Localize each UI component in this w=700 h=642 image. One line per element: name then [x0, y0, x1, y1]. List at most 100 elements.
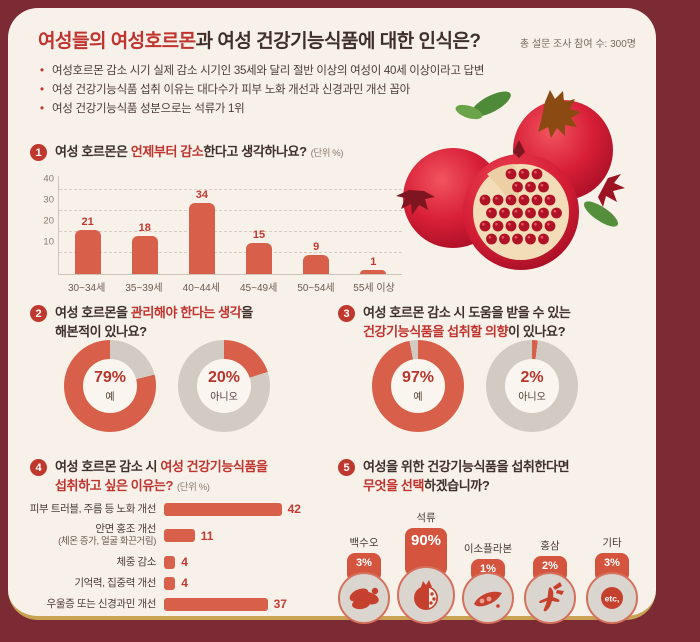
donut-chart: 97% 예 — [372, 340, 464, 432]
bar — [303, 255, 330, 274]
pictogram-circle — [338, 572, 390, 624]
summary-bullet: 여성 건강기능식품 섭취 이유는 대다수가 피부 노화 개선과 신경과민 개선 … — [40, 81, 484, 100]
question-5-badge: 5 — [338, 459, 355, 476]
hbar-sublabel: (체온 증가, 얼굴 화끈거림) — [58, 536, 156, 547]
donut-chart: 20% 아니오 — [178, 340, 270, 432]
donut-label: 아니오 — [518, 392, 546, 403]
hbar — [164, 502, 282, 516]
baeksuo-root-icon — [349, 587, 379, 610]
summary-bullets: 여성호르몬 감소 시기 실제 감소 시기인 35세와 달리 절반 이상의 여성이… — [40, 62, 484, 119]
donut-chart: 79% 예 — [64, 340, 156, 432]
y-axis-tick: 30 — [43, 194, 54, 206]
pictogram-label: 홍삼 — [540, 540, 560, 552]
survey-participants: 총 설문 조사 참여 수: 300명 — [519, 39, 636, 50]
red-ginseng-icon — [539, 582, 564, 612]
hbar-row: 피부 트러블, 주름 등 노화 개선 42 — [24, 502, 324, 516]
hbar-label: 안면 홍조 개선 (체온 증가, 얼굴 화끈거림) — [58, 523, 156, 547]
age-bar-chart-categories: 30~34세 35~39세 40~44세 45~49세 50~54세 55세 이상 — [58, 279, 402, 294]
page-title-rest: 과 여성 건강기능식품에 대한 인식은? — [195, 31, 481, 52]
bars: 21 18 34 15 9 1 — [59, 189, 402, 274]
question-4-badge: 4 — [30, 459, 47, 476]
pomegranate-icon — [414, 580, 438, 610]
pictogram-circle: etc, — [586, 572, 638, 624]
hbar — [164, 597, 268, 611]
question-2: 2 여성 호르몬을 관리해야 한다는 생각을 해본적이 있나요? — [30, 304, 253, 342]
hbar-label: 피부 트러블, 주름 등 노화 개선 — [29, 503, 157, 515]
etc-icon: etc, — [601, 587, 623, 609]
bar-item: 15 — [239, 228, 279, 274]
gridline — [59, 189, 402, 190]
q2-donut-charts: 79% 예 20% 아니오 — [64, 340, 270, 432]
supplement-pictogram: 백수오 3% 석류 90% 이소플라본 1% 홍삼 2% 기타 3% etc, — [336, 500, 640, 624]
summary-bullet: 여성 건강기능식품 성분으로는 석류가 1위 — [40, 100, 484, 119]
gridline — [59, 231, 402, 232]
hbar-label: 우울증 또는 신경과민 개선 — [46, 598, 157, 610]
question-3: 3 여성 호르몬 감소 시 도움을 받을 수 있는 건강기능식품을 섭취할 의향… — [338, 304, 571, 342]
bar-value: 34 — [195, 188, 209, 201]
question-2-badge: 2 — [30, 305, 47, 322]
y-axis-tick: 10 — [43, 236, 54, 248]
question-2-text: 여성 호르몬을 관리해야 한다는 생각을 해본적이 있나요? — [55, 305, 253, 339]
reasons-hbar-chart: 피부 트러블, 주름 등 노화 개선 42 안면 홍조 개선 (체온 증가, 얼굴 화… — [24, 502, 324, 618]
pictogram-circle — [397, 566, 455, 624]
page-title: 여성들의 여성호르몬과 여성 건강기능식품에 대한 인식은? — [38, 26, 481, 53]
bar — [188, 202, 215, 274]
question-3-badge: 3 — [338, 305, 355, 322]
pictogram-item: 석류 90% — [397, 510, 455, 624]
gridline — [59, 210, 402, 211]
page-title-highlight: 여성들의 여성호르몬 — [38, 31, 196, 52]
donut-hole: 20% 아니오 — [197, 359, 251, 413]
pictogram-circle — [462, 572, 514, 624]
pictogram-item: 홍삼 2% — [522, 538, 578, 624]
bar — [246, 242, 273, 274]
bar — [74, 229, 101, 274]
question-1-badge: 1 — [30, 144, 47, 161]
question-1: 1 여성 호르몬은 언제부터 감소한다고 생각하나요? (단위 %) — [30, 143, 344, 162]
x-axis-label: 45~49세 — [239, 283, 278, 294]
bar-value: 15 — [252, 228, 266, 241]
pictogram-label: 기타 — [602, 537, 622, 549]
age-bar-chart-plot: 10 20 30 40 21 18 34 15 9 1 — [43, 174, 402, 275]
x-axis-label: 35~39세 — [125, 283, 163, 294]
x-axis-label: 50~54세 — [297, 283, 335, 294]
donut-value: 20% — [207, 369, 241, 386]
question-4-text: 여성 호르몬 감소 시 여성 건강기능식품을 섭취하고 싶은 이유는? (단위 %… — [55, 459, 268, 493]
question-5: 5 여성을 위한 건강기능식품을 섭취한다면 무엇을 선택하겠습니까? — [338, 458, 570, 496]
pomegranate-cut-front — [463, 140, 579, 270]
hbar — [164, 576, 176, 590]
question-4: 4 여성 호르몬 감소 시 여성 건강기능식품을 섭취하고 싶은 이유는? (단위… — [30, 458, 268, 496]
bar-item: 9 — [296, 241, 336, 274]
bar-value: 21 — [81, 215, 94, 228]
isoflavone-soybean-icon — [474, 591, 502, 608]
donut-label: 예 — [105, 392, 115, 403]
donut-value: 2% — [520, 369, 544, 386]
unit-label: (단위 %) — [177, 481, 210, 493]
pomegranate-photo — [396, 90, 625, 270]
hbar-value: 37 — [273, 597, 287, 611]
donut-value: 97% — [401, 369, 435, 386]
hbar-value: 42 — [287, 502, 301, 516]
q3-donut-charts: 97% 예 2% 아니오 — [372, 340, 578, 432]
bar-item: 21 — [68, 216, 108, 274]
y-axis-tick: 40 — [43, 173, 54, 185]
bar-value: 1 — [370, 256, 377, 268]
donut-hole: 79% 예 — [83, 359, 137, 413]
donut-label: 예 — [413, 392, 423, 403]
bar-value: 9 — [313, 241, 320, 254]
pictogram-item: 기타 3% etc, — [584, 535, 640, 624]
leaf-icon — [455, 91, 619, 227]
infographic-card: 여성들의 여성호르몬과 여성 건강기능식품에 대한 인식은? 총 설문 조사 참… — [8, 8, 656, 624]
hbar — [164, 529, 195, 542]
hbar-value: 11 — [200, 528, 214, 543]
pictogram-value: 90% — [405, 528, 447, 576]
bar-value: 18 — [138, 222, 151, 235]
hbar-row: 우울증 또는 신경과민 개선 37 — [24, 597, 324, 611]
x-axis-label: 40~44세 — [182, 283, 220, 294]
bar-item: 34 — [182, 189, 222, 274]
bar-item: 18 — [125, 222, 165, 274]
hbar-label: 체중 감소 — [116, 556, 156, 568]
bar-item: 1 — [353, 256, 393, 274]
y-axis-tick: 20 — [43, 215, 54, 227]
question-5-text: 여성을 위한 건강기능식품을 섭취한다면 무엇을 선택하겠습니까? — [363, 459, 570, 493]
x-axis-label: 55세 이상 — [353, 283, 395, 294]
